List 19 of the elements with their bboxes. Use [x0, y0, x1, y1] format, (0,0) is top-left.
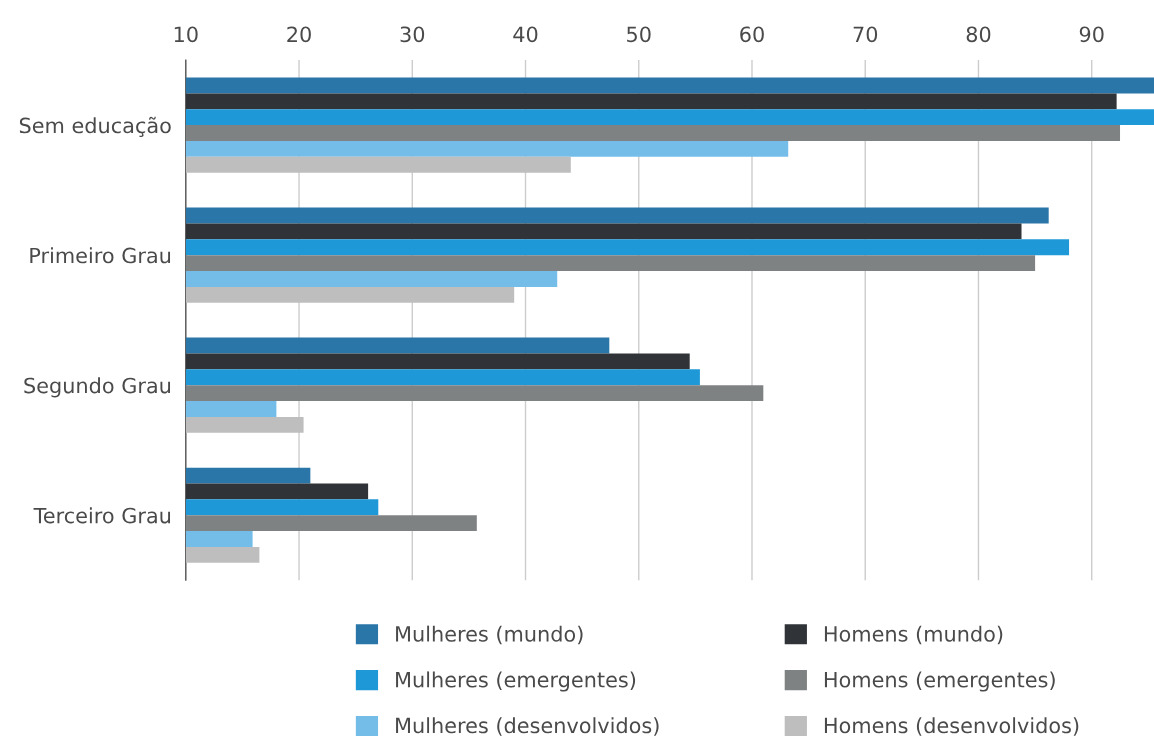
- y-tick-label: Sem educação: [19, 116, 171, 138]
- x-tick-label: 90: [1079, 26, 1104, 43]
- legend-label: Homens (desenvolvidos): [824, 717, 1079, 736]
- x-tick-label: 40: [513, 26, 538, 43]
- x-tick-label: 20: [287, 26, 311, 43]
- x-tick-label: 80: [966, 26, 991, 43]
- legend-label: Mulheres (mundo): [396, 625, 583, 645]
- legend-label: Mulheres (emergentes): [396, 671, 636, 692]
- legend-label: Homens (emergentes): [824, 671, 1055, 692]
- x-tick-label: 10: [174, 26, 198, 43]
- y-tick-label: Primeiro Grau: [30, 247, 171, 264]
- x-tick-label: 70: [853, 26, 878, 43]
- legend-label: Homens (mundo): [824, 625, 1003, 645]
- y-tick-label: Segundo Grau: [24, 377, 171, 398]
- y-tick-label: Terceiro Grau: [33, 507, 171, 524]
- x-tick-label: 50: [627, 26, 651, 43]
- x-tick-label: 30: [400, 26, 425, 43]
- x-tick-label: 60: [740, 26, 764, 43]
- legend-label: Mulheres (desenvolvidos): [396, 717, 659, 736]
